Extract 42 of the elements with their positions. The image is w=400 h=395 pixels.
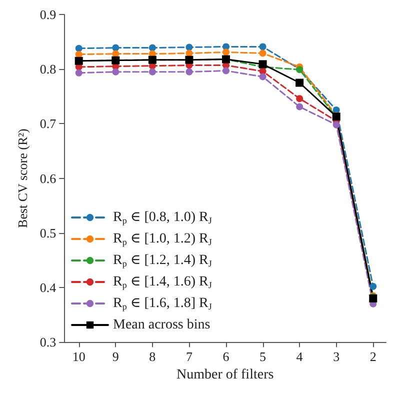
point [222,48,230,56]
y-tick-label: 0.3 [40,334,56,350]
point [222,43,230,50]
y-tick-label: 0.9 [40,7,56,22]
x-tick-label: 4 [296,349,304,364]
x-tick-label: 10 [72,349,86,364]
y-tick-label: 0.4 [40,280,57,295]
x-tick-label: 7 [186,349,193,364]
y-axis-title: Best CV score (R²) [15,128,30,228]
point [296,78,304,87]
point [222,67,230,74]
x-tick-label: 6 [222,349,230,364]
point [75,50,82,58]
point [258,60,267,68]
x-tick-label: 9 [112,349,119,364]
point [112,44,120,52]
point [296,103,304,110]
x-tick-label: 2 [370,349,376,364]
point [259,50,266,57]
point [186,44,193,51]
point [148,44,156,52]
point [148,68,156,76]
point [186,50,193,57]
point [296,95,304,102]
point [370,282,377,290]
x-axis-title: Number of filters [176,368,274,382]
point [112,68,120,76]
point [75,44,82,52]
y-tick-label: 0.8 [40,62,56,77]
point [75,69,82,76]
point [186,68,193,76]
point [332,121,340,128]
point [112,50,120,58]
x-tick-label: 5 [260,349,266,364]
legend-label: Mean across bins [113,318,210,332]
point [259,73,266,80]
y-tick-label: 0.6 [40,170,57,186]
y-tick-label: 0.7 [40,116,57,132]
x-tick-label: 3 [333,349,340,364]
x-tick-label: 8 [149,349,156,364]
y-tick-label: 0.5 [40,225,56,240]
point [259,43,266,50]
